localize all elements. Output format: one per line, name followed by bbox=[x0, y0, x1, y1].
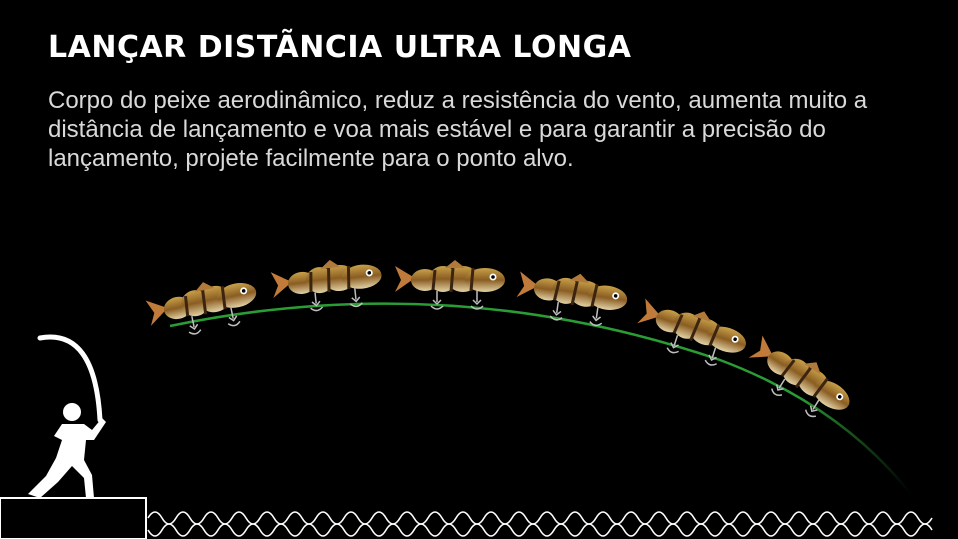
fishing-rod-icon bbox=[37, 334, 103, 423]
fishing-lure-icon bbox=[630, 291, 754, 375]
page-title: LANÇAR DISTÃNCIA ULTRA LONGA bbox=[48, 30, 632, 65]
description-text: Corpo do peixe aerodinâmico, reduz a res… bbox=[48, 87, 868, 172]
fishing-lure-icon bbox=[142, 270, 264, 345]
water-wave-icon bbox=[147, 523, 933, 537]
cast-trajectory-line bbox=[169, 302, 911, 494]
fishing-lure-icon bbox=[393, 258, 507, 311]
fishing-lure-icon bbox=[512, 263, 632, 331]
angler-silhouette-icon bbox=[28, 403, 106, 498]
fishing-lure-icon bbox=[738, 328, 861, 432]
water-wave-icon bbox=[147, 511, 933, 525]
dock-platform-icon bbox=[0, 497, 147, 539]
